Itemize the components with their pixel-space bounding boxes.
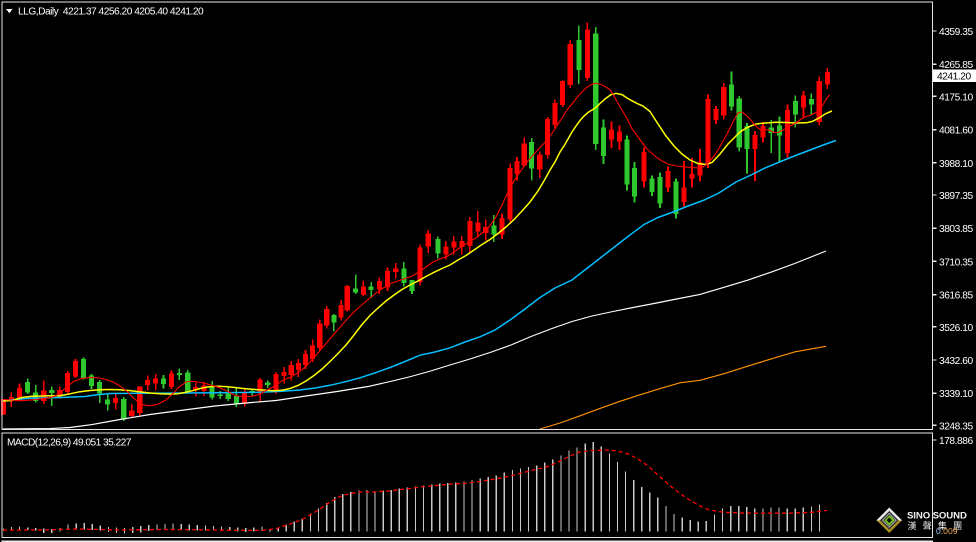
svg-text:3897.35: 3897.35	[939, 191, 973, 202]
svg-text:3988.10: 3988.10	[939, 159, 973, 170]
svg-text:MACD(12,26,9) 49.051 35.227: MACD(12,26,9) 49.051 35.227	[7, 438, 132, 449]
svg-text:4359.35: 4359.35	[939, 27, 973, 38]
svg-text:漢聲集團: 漢聲集團	[908, 520, 969, 531]
svg-text:3339.10: 3339.10	[939, 389, 973, 400]
svg-text:3616.85: 3616.85	[939, 291, 973, 302]
svg-text:4081.60: 4081.60	[939, 126, 973, 137]
svg-text:3248.35: 3248.35	[939, 421, 973, 432]
svg-text:4265.85: 4265.85	[939, 60, 973, 71]
svg-text:3803.85: 3803.85	[939, 224, 973, 235]
svg-text:3526.10: 3526.10	[939, 323, 973, 334]
svg-text:4241.20: 4241.20	[937, 72, 971, 83]
svg-text:3710.35: 3710.35	[939, 257, 973, 268]
svg-text:4175.10: 4175.10	[939, 92, 973, 103]
svg-text:3432.60: 3432.60	[939, 356, 973, 367]
svg-text:0.009: 0.009	[936, 526, 958, 536]
svg-text:SINO SOUND: SINO SOUND	[907, 511, 967, 522]
svg-text:178.886: 178.886	[939, 436, 973, 447]
svg-text:LLG,Daily 4221.37 4256.20 420: LLG,Daily 4221.37 4256.20 4205.40 4241.2…	[18, 7, 204, 18]
